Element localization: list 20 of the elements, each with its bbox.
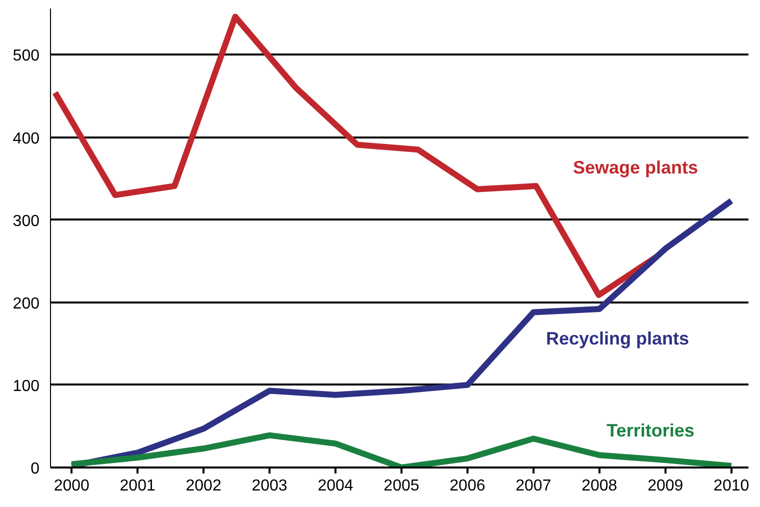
x-tick-label: 2006: [450, 478, 486, 494]
x-tick-label: 2007: [516, 478, 552, 494]
y-tick-label: 300: [12, 212, 40, 230]
y-tick-label: 0: [30, 460, 40, 478]
y-tick-label: 400: [12, 130, 40, 148]
y-tick-label: 200: [12, 295, 40, 312]
x-tick-label: 2008: [582, 478, 618, 494]
x-tick-label: 2010: [714, 478, 750, 494]
x-tick-label: 2002: [186, 478, 222, 494]
x-tick-label: 2005: [384, 478, 420, 494]
series-label: Territories: [606, 420, 694, 440]
y-tick-label: 100: [12, 378, 40, 395]
x-tick-label: 2001: [120, 478, 156, 494]
series-label: Recycling plants: [546, 328, 690, 348]
x-tick-label: 2004: [318, 478, 354, 494]
y-tick-label: 500: [12, 48, 40, 65]
text: Sewage plants: [572, 158, 698, 178]
x-tick-label: 2000: [54, 478, 90, 494]
x-tick-label: 2003: [252, 478, 288, 494]
x-tick-label: 2009: [648, 478, 684, 494]
